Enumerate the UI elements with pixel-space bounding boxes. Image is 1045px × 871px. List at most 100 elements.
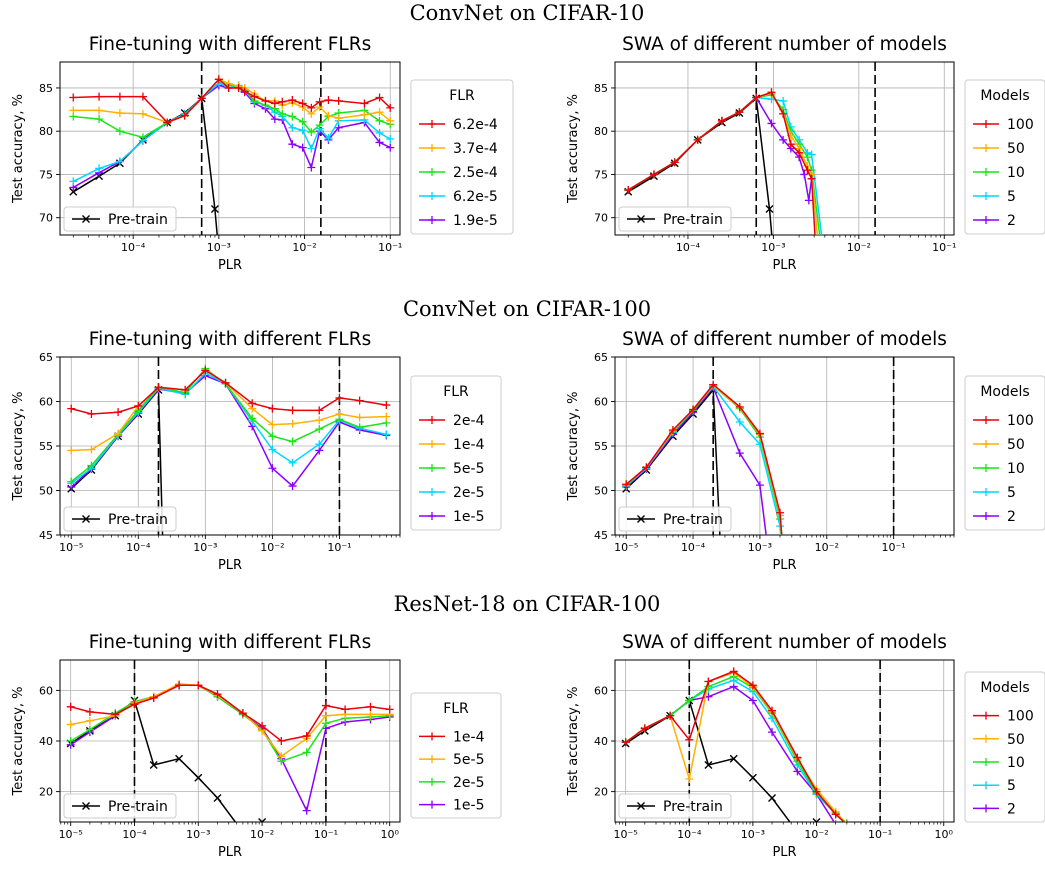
series-point-1e-4 — [238, 709, 247, 718]
y-tick-label: 50 — [594, 485, 608, 498]
series-point-10 — [781, 576, 789, 584]
series-point-1e-4 — [385, 705, 394, 714]
series-point-3.7e-4 — [334, 114, 343, 123]
plot-area — [624, 62, 876, 265]
y-tick-label: 70 — [39, 212, 53, 225]
pretrain-legend-marker — [637, 515, 645, 523]
pretrain-point — [765, 205, 774, 214]
pretrain-legend-marker — [82, 802, 90, 810]
series-point-5e-5 — [85, 716, 94, 725]
series-point-3.7e-4 — [375, 108, 384, 117]
pretrain-legend-box — [63, 793, 177, 819]
series-point-1.9e-5 — [334, 123, 343, 132]
series-point-5e-5 — [277, 752, 286, 761]
series-point-5e-5 — [248, 414, 257, 423]
row-title-2: ConvNet on CIFAR-100 — [403, 297, 651, 321]
legend-label-5e-5: 5e-5 — [453, 752, 484, 768]
series-legend-title: Models — [980, 680, 1029, 696]
pretrain-point — [768, 793, 777, 802]
series-point-2e-4 — [288, 406, 297, 415]
series-legend-title: Models — [980, 88, 1029, 104]
series-point-6.2e-5 — [288, 123, 297, 132]
panel-title: Fine-tuning with different FLRs — [89, 329, 371, 350]
series-point-1e-4 — [85, 707, 94, 716]
series-point-2.5e-4 — [288, 112, 297, 121]
y-tick-label: 55 — [594, 440, 608, 453]
series-point-100 — [768, 706, 777, 715]
x-tick-label: 10⁻¹ — [868, 828, 892, 841]
series-point-100 — [670, 158, 679, 167]
legend-marker-50 — [982, 144, 990, 152]
legend-marker-10 — [982, 464, 990, 472]
series-point-1e-4 — [130, 700, 139, 709]
series-point-2e-4 — [67, 404, 76, 413]
series-point-100 — [795, 148, 804, 157]
series-point-6.2e-4 — [270, 99, 279, 108]
x-tick-label: 10⁻² — [804, 828, 828, 841]
series-point-2 — [768, 728, 777, 737]
x-axis-label: PLR — [218, 558, 242, 573]
legend-marker-2e-5 — [428, 488, 436, 496]
pretrain-legend-label: Pre-train — [108, 799, 168, 815]
pretrain-point — [160, 576, 167, 583]
chart-panel-1: Fine-tuning with different FLRs 10⁻⁴ 10⁻³ 1… — [11, 34, 514, 273]
legend-marker-2.5e-4 — [428, 168, 436, 176]
x-tick-label: 10⁻² — [250, 828, 274, 841]
series-point-2e-5 — [382, 430, 391, 439]
x-tick-label: 10⁻⁴ — [681, 541, 706, 554]
series-point-100 — [831, 810, 840, 819]
legend-label-2e-5: 2e-5 — [453, 485, 484, 501]
axes-frame — [59, 61, 401, 236]
series-point-3.7e-4 — [138, 109, 147, 118]
series-point-5 — [821, 257, 829, 265]
legend-marker-1e-4 — [428, 440, 436, 448]
series-point-2e-4 — [201, 366, 210, 375]
x-tick-label: 10⁻³ — [741, 828, 765, 841]
series-point-1e-4 — [382, 412, 391, 421]
x-tick-label: 10⁻³ — [761, 241, 785, 254]
x-tick-label: 10⁻² — [815, 541, 839, 554]
series-point-6.2e-5 — [69, 177, 78, 186]
series-point-3.7e-4 — [115, 109, 124, 118]
series-point-2 — [767, 119, 776, 128]
series-point-100 — [735, 108, 744, 117]
series-point-3.7e-4 — [360, 110, 369, 119]
x-tick-label: 10⁻² — [292, 241, 316, 254]
legend-label-2: 2 — [1007, 801, 1016, 817]
legend-label-5: 5 — [1007, 778, 1016, 794]
series-point-5e-5 — [87, 461, 96, 470]
series-point-100 — [846, 820, 848, 822]
legend-label-2e-5: 2e-5 — [453, 775, 484, 791]
series-point-5e-5 — [66, 720, 75, 729]
x-tick-label: 10⁻⁵ — [59, 828, 83, 841]
y-tick-label: 60 — [594, 396, 608, 409]
series-point-6.2e-4 — [163, 118, 172, 127]
pretrain-line — [625, 387, 721, 535]
y-tick-label: 80 — [594, 125, 608, 138]
series-point-2e-5 — [268, 445, 277, 454]
series-point-100 — [729, 667, 738, 676]
legend-marker-6.2e-5 — [428, 192, 436, 200]
x-tick-label: 10⁻³ — [207, 241, 231, 254]
series-point-6.2e-4 — [69, 93, 78, 102]
series-point-100 — [807, 174, 816, 183]
series-point-6.2e-4 — [375, 93, 384, 102]
legend-marker-2 — [982, 804, 990, 813]
series-point-1.9e-5 — [307, 163, 316, 172]
series-point-2.5e-4 — [138, 133, 147, 142]
series-point-100 — [624, 186, 633, 195]
y-tick-label: 85 — [594, 82, 608, 95]
series-point-5e-5 — [366, 710, 375, 719]
y-tick-label: 75 — [39, 168, 53, 181]
legend-label-5: 5 — [1007, 485, 1016, 501]
plot-area — [622, 357, 895, 584]
series-point-2e-4 — [382, 401, 391, 410]
legend-label-2.5e-4: 2.5e-4 — [453, 165, 498, 181]
series-point-2 — [779, 135, 788, 144]
series-point-6.2e-4 — [234, 83, 243, 92]
pretrain-legend-marker — [637, 215, 645, 223]
pretrain-point — [704, 761, 713, 770]
series-point-6.2e-4 — [334, 96, 343, 105]
legend-marker-10 — [982, 168, 990, 176]
x-tick-label: 10⁻³ — [186, 828, 210, 841]
